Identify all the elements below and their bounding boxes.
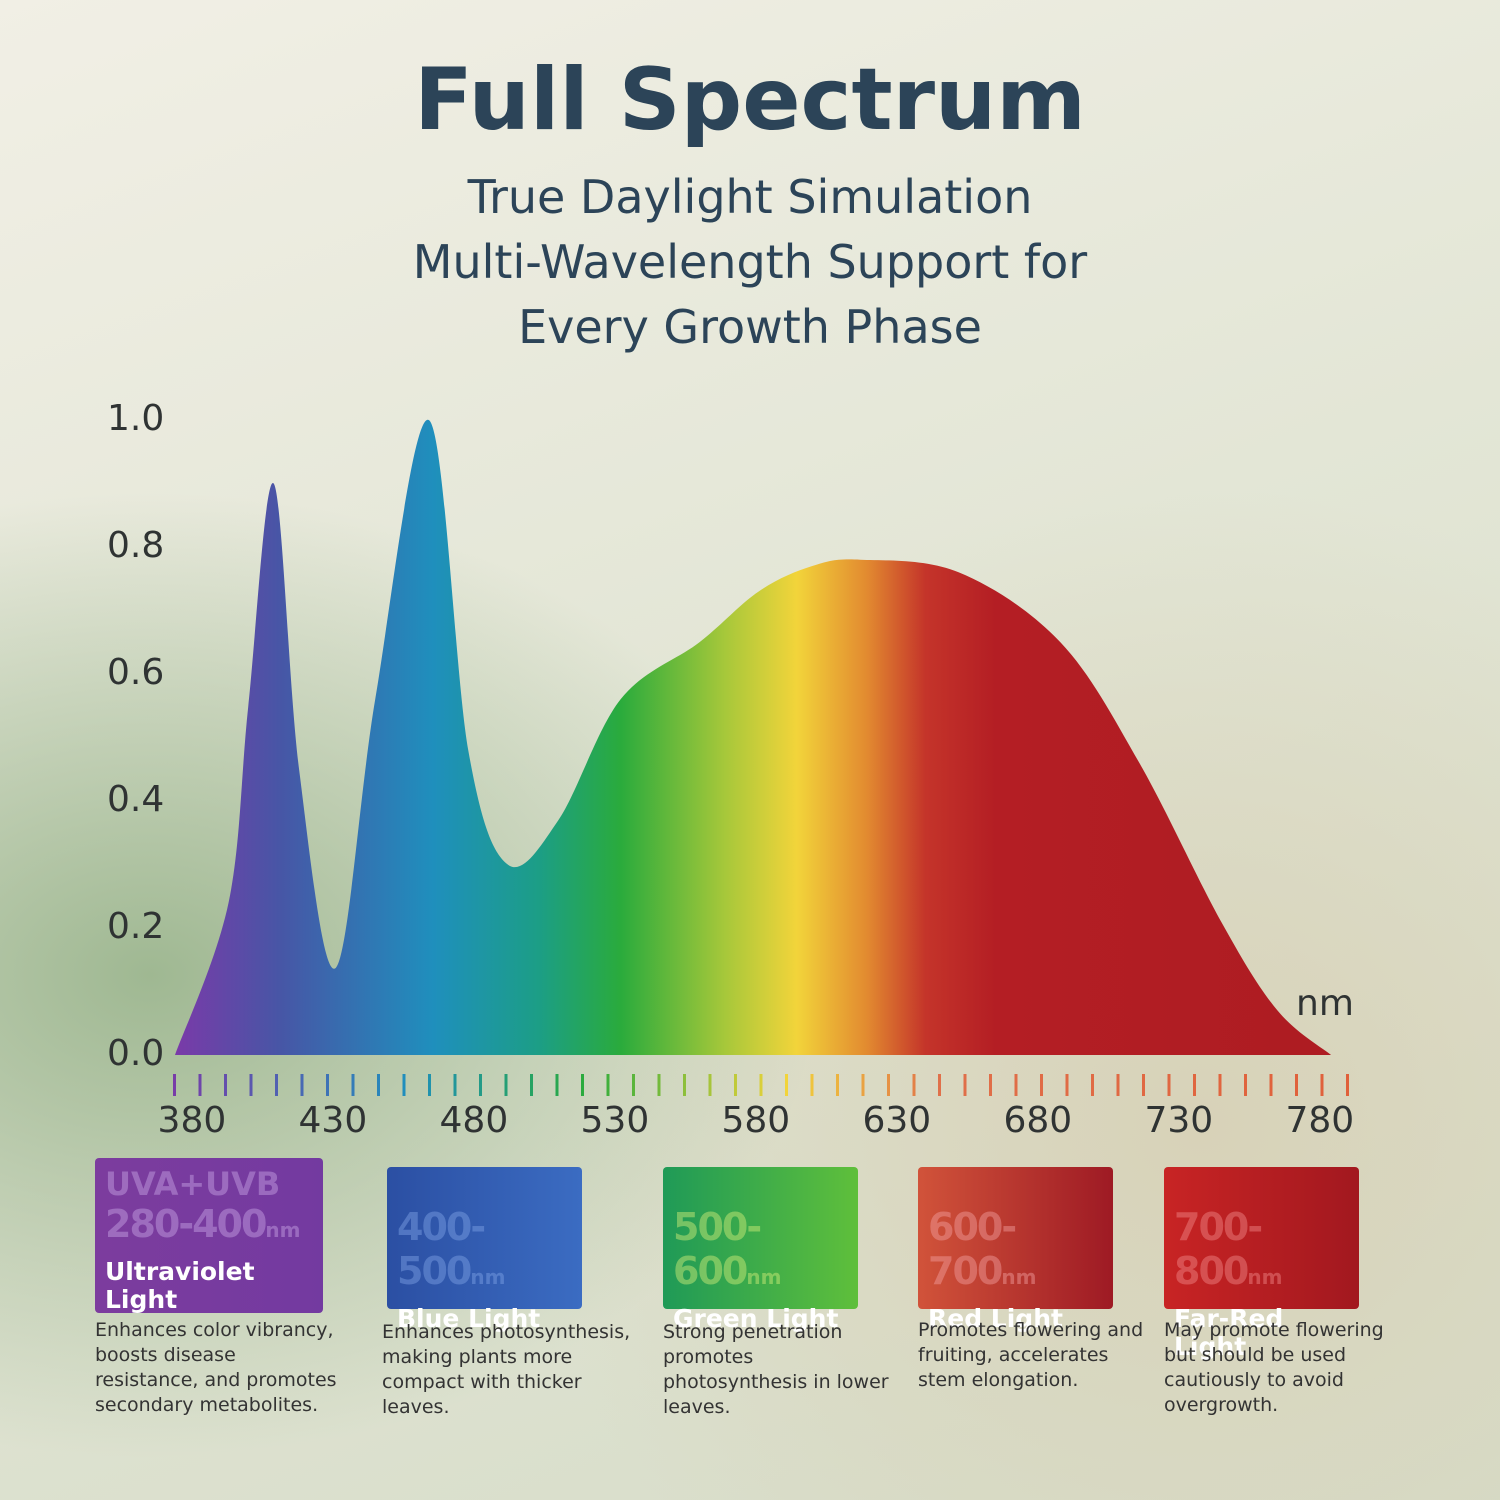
card-description: Promotes flowering and fruiting, acceler… bbox=[918, 1319, 1144, 1391]
y-tick-label: 0.8 bbox=[107, 525, 164, 566]
spectrum-card: 700-800nm Far-Red Light bbox=[1164, 1167, 1359, 1361]
card-range: 280-400nm bbox=[105, 1202, 313, 1252]
range-text: 280-400 bbox=[105, 1202, 267, 1246]
y-tick-label: 0.4 bbox=[107, 779, 164, 820]
card-range: 400-500nm bbox=[397, 1205, 572, 1299]
x-tick-label: 680 bbox=[1003, 1100, 1072, 1141]
card-range: 600-700nm bbox=[928, 1205, 1103, 1299]
x-axis-label: nm bbox=[1296, 983, 1354, 1024]
spectrum-card: 500-600nm Green Light bbox=[663, 1167, 858, 1333]
x-tick-label: 730 bbox=[1144, 1100, 1213, 1141]
x-tick-label: 430 bbox=[299, 1100, 368, 1141]
card-name: Ultraviolet Light bbox=[105, 1257, 255, 1314]
card-tag: UVA+UVB bbox=[105, 1165, 281, 1203]
y-tick-label: 0.6 bbox=[107, 652, 164, 693]
card-range: 500-600nm bbox=[673, 1205, 848, 1299]
range-unit: nm bbox=[470, 1265, 506, 1289]
range-text: 700-800 bbox=[1174, 1205, 1263, 1293]
range-text: 500-600 bbox=[673, 1205, 762, 1293]
range-unit: nm bbox=[1247, 1265, 1283, 1289]
x-tick-label: 630 bbox=[862, 1100, 931, 1141]
spectrum-area bbox=[175, 419, 1332, 1055]
spectrum-card: 400-500nm Blue Light bbox=[387, 1167, 582, 1333]
card-description: Enhances photosynthesis, making plants m… bbox=[382, 1321, 631, 1418]
range-unit: nm bbox=[265, 1218, 301, 1242]
card-name: Far-Red Light bbox=[1174, 1304, 1284, 1361]
spectrum-card: 600-700nm Red Light bbox=[918, 1167, 1113, 1333]
x-tick-label: 480 bbox=[440, 1100, 509, 1141]
x-tick-label: 580 bbox=[722, 1100, 791, 1141]
range-unit: nm bbox=[746, 1265, 782, 1289]
card-name: Blue Light bbox=[397, 1304, 541, 1333]
spectrum-card: UVA+UVB 280-400nm Ultraviolet Light bbox=[95, 1158, 323, 1314]
subtitle: True Daylight Simulation bbox=[467, 170, 1033, 224]
range-text: 400-500 bbox=[397, 1205, 486, 1293]
x-tick-label: 380 bbox=[158, 1100, 227, 1141]
x-tick-label: 780 bbox=[1285, 1100, 1354, 1141]
card-description: Strong penetration promotes photosynthes… bbox=[663, 1321, 889, 1418]
card-name: Green Light bbox=[673, 1304, 839, 1333]
title: Full Spectrum bbox=[414, 50, 1086, 150]
card-name: Red Light bbox=[928, 1304, 1063, 1333]
subtitle: Every Growth Phase bbox=[518, 300, 982, 354]
x-tick-label: 530 bbox=[581, 1100, 650, 1141]
chart: nm 0.0 0.2 0.4 0.6 0.8 1.0 380 430 480 530 580 630 6… bbox=[107, 398, 1355, 1141]
subtitle: Multi-Wavelength Support for bbox=[412, 235, 1088, 289]
y-tick-label: 0.2 bbox=[107, 906, 164, 947]
card-description: May promote flowering but should be used… bbox=[1164, 1319, 1384, 1416]
y-tick-label: 0.0 bbox=[107, 1033, 164, 1074]
y-tick-label: 1.0 bbox=[107, 398, 164, 439]
range-text: 600-700 bbox=[928, 1205, 1017, 1293]
range-unit: nm bbox=[1001, 1265, 1037, 1289]
card-range: 700-800nm bbox=[1174, 1205, 1349, 1299]
card-description: Enhances color vibrancy, boosts disease … bbox=[95, 1319, 337, 1416]
